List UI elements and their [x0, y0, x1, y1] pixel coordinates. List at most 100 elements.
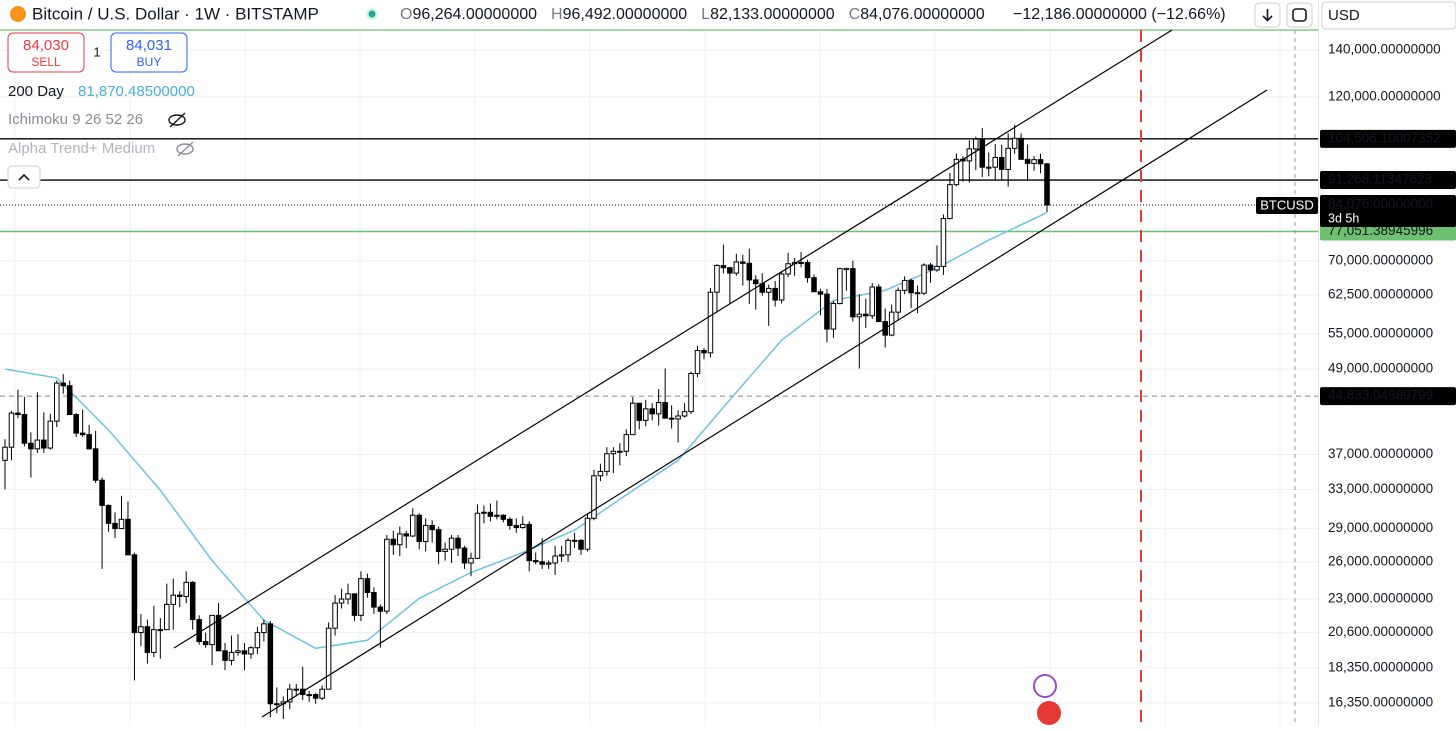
- candle-body: [811, 277, 817, 293]
- candle-body: [863, 313, 869, 317]
- candle-body: [164, 603, 170, 631]
- candle-body: [364, 578, 371, 594]
- price-label-bg: [1320, 387, 1456, 406]
- candle-body: [539, 561, 545, 565]
- candle-body: [125, 518, 131, 556]
- candle-body: [927, 264, 934, 271]
- candle-body: [267, 623, 274, 705]
- candle-body: [513, 524, 520, 529]
- candle-body: [494, 514, 500, 517]
- candle-body: [28, 442, 34, 450]
- hidden-icon[interactable]: [168, 112, 186, 128]
- symbol: Bitcoin / U.S. Dollar · 1W · BITSTAMP: [32, 4, 319, 23]
- candle-body: [914, 292, 921, 295]
- candle-body: [934, 265, 940, 271]
- candle-body: [921, 264, 927, 294]
- candle-body: [468, 557, 474, 564]
- y-tick-label: 29,000.00000000: [1328, 520, 1433, 535]
- refresh-btn[interactable]: [1286, 2, 1313, 28]
- candle-body: [701, 349, 707, 354]
- candle-body: [947, 184, 953, 220]
- candle-body: [157, 629, 164, 632]
- y-tick-label: 37,000.00000000: [1328, 446, 1433, 461]
- candle-body: [293, 688, 300, 691]
- candle-body: [429, 524, 435, 531]
- candle-body: [519, 523, 526, 529]
- candle-body: [99, 479, 105, 506]
- candle-body: [228, 651, 235, 661]
- candle-body: [675, 415, 681, 420]
- coin-icon: [10, 6, 26, 22]
- y-tick-label: 55,000.00000000: [1328, 326, 1433, 341]
- quantity: 1: [93, 44, 100, 59]
- candle-body: [54, 382, 60, 422]
- candle-body: [1037, 159, 1044, 165]
- candle-body: [112, 522, 118, 530]
- buy-btn[interactable]: [110, 32, 188, 73]
- candle-body: [409, 514, 416, 537]
- candle-body: [235, 650, 241, 653]
- y-tick-label: 23,000.00000000: [1328, 591, 1433, 606]
- indicator-value: 81,870.48500000: [78, 83, 195, 100]
- ma-line: [4, 211, 1048, 650]
- candle-body: [241, 650, 248, 655]
- ohlc-value: 96,492.00000000: [563, 6, 688, 23]
- event-icon[interactable]: [1033, 674, 1057, 698]
- candle-body: [623, 434, 630, 452]
- candle-body: [998, 156, 1005, 170]
- y-tick-label: 140,000.00000000: [1328, 42, 1441, 57]
- candle-body: [1024, 158, 1031, 164]
- candle-body: [856, 313, 863, 318]
- candle-body: [358, 578, 364, 616]
- collapse-icon: [18, 173, 30, 181]
- candle-body: [15, 412, 21, 416]
- candle-body: [47, 420, 54, 449]
- candle-body: [351, 593, 358, 616]
- candle-body: [34, 439, 41, 450]
- collapse-btn[interactable]: [7, 165, 41, 189]
- last-price-label: 84,076.00000000: [1328, 197, 1433, 212]
- price-label: 104,506.10007352: [1328, 130, 1441, 145]
- ohlc-key: O: [400, 6, 412, 23]
- candle-body: [552, 555, 558, 564]
- candle-body: [209, 614, 215, 646]
- currency-select[interactable]: [1321, 1, 1456, 30]
- ohlc-value: 96,264.00000000: [412, 6, 537, 23]
- candle-body: [875, 286, 882, 323]
- price-label-bg: [1320, 129, 1456, 148]
- candle-body: [248, 647, 254, 655]
- candle-body: [895, 289, 901, 313]
- candle-body: [869, 286, 876, 317]
- candle-body: [176, 594, 183, 597]
- candle-body: [131, 554, 138, 634]
- candle-body: [837, 268, 843, 305]
- candle-body: [442, 548, 448, 552]
- candle-body: [274, 703, 280, 706]
- event-flag[interactable]: [1035, 699, 1063, 727]
- candle-body: [371, 592, 377, 608]
- header-bg: [0, 0, 1318, 29]
- price-label-bg: [1320, 171, 1456, 190]
- channel-lower: [261, 89, 1268, 718]
- candle-body: [21, 414, 28, 444]
- candle-body: [183, 581, 189, 597]
- candle-body: [474, 512, 481, 559]
- candle-body: [804, 261, 811, 279]
- candle-body: [992, 156, 998, 168]
- candle-body: [752, 279, 759, 285]
- hidden-icon[interactable]: [176, 141, 194, 157]
- candle-body: [655, 402, 662, 415]
- indicator-name: Ichimoku 9 26 52 26: [8, 111, 143, 128]
- buy-label: BUY: [137, 55, 162, 69]
- y-tick-label: 49,000.00000000: [1328, 361, 1433, 376]
- symbol-tag: BTCUSD: [1260, 197, 1313, 212]
- candle-body: [79, 432, 86, 436]
- candle-body: [338, 598, 345, 604]
- refresh-icon: [1292, 8, 1307, 22]
- sell-btn[interactable]: [7, 32, 85, 73]
- candle-body: [500, 514, 507, 520]
- y-tick-label: 33,000.00000000: [1328, 481, 1433, 496]
- y-tick-label: 120,000.00000000: [1328, 88, 1441, 103]
- candle-body: [1005, 147, 1011, 170]
